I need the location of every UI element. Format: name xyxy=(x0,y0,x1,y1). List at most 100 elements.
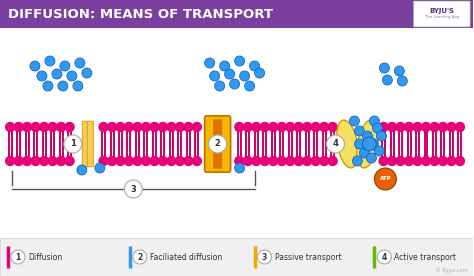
FancyBboxPatch shape xyxy=(413,1,470,27)
Circle shape xyxy=(446,122,456,132)
Circle shape xyxy=(243,156,253,166)
Text: Diffusion: Diffusion xyxy=(28,253,62,261)
FancyBboxPatch shape xyxy=(213,119,222,169)
Circle shape xyxy=(363,131,373,141)
Circle shape xyxy=(353,156,363,166)
Circle shape xyxy=(132,156,143,166)
Circle shape xyxy=(421,156,431,166)
Circle shape xyxy=(243,122,253,132)
Circle shape xyxy=(276,122,287,132)
Circle shape xyxy=(394,66,404,76)
Circle shape xyxy=(22,156,32,166)
Circle shape xyxy=(234,122,245,132)
Circle shape xyxy=(355,139,365,149)
Circle shape xyxy=(37,71,47,81)
Circle shape xyxy=(43,81,53,91)
Circle shape xyxy=(58,81,68,91)
Circle shape xyxy=(64,135,82,153)
Text: DIFFUSION: MEANS OF TRANSPORT: DIFFUSION: MEANS OF TRANSPORT xyxy=(8,7,273,20)
Text: 3: 3 xyxy=(262,253,267,261)
Circle shape xyxy=(379,63,389,73)
Circle shape xyxy=(235,163,245,173)
Text: 3: 3 xyxy=(130,184,136,193)
Circle shape xyxy=(229,79,240,89)
Circle shape xyxy=(149,156,160,166)
Circle shape xyxy=(183,122,193,132)
FancyBboxPatch shape xyxy=(87,121,93,167)
Circle shape xyxy=(124,180,142,198)
Circle shape xyxy=(115,156,126,166)
Circle shape xyxy=(47,122,58,132)
Circle shape xyxy=(235,56,245,66)
Circle shape xyxy=(412,122,423,132)
Text: 4: 4 xyxy=(333,139,338,148)
Circle shape xyxy=(387,156,397,166)
Circle shape xyxy=(293,122,304,132)
Circle shape xyxy=(141,122,151,132)
Circle shape xyxy=(132,122,143,132)
Circle shape xyxy=(363,137,376,151)
Circle shape xyxy=(56,122,66,132)
Circle shape xyxy=(438,156,448,166)
Text: Faciliated diffusion: Faciliated diffusion xyxy=(150,253,222,261)
Text: 2: 2 xyxy=(215,139,220,148)
Text: 1: 1 xyxy=(15,253,20,261)
Circle shape xyxy=(293,156,304,166)
Circle shape xyxy=(107,122,117,132)
Circle shape xyxy=(5,122,15,132)
Circle shape xyxy=(257,250,272,264)
Circle shape xyxy=(30,156,41,166)
Circle shape xyxy=(302,156,312,166)
FancyBboxPatch shape xyxy=(0,0,473,28)
Circle shape xyxy=(455,122,465,132)
Circle shape xyxy=(310,156,321,166)
Circle shape xyxy=(285,122,295,132)
Circle shape xyxy=(438,122,448,132)
Circle shape xyxy=(30,61,40,71)
Circle shape xyxy=(95,163,105,173)
Text: Active transport: Active transport xyxy=(394,253,456,261)
FancyBboxPatch shape xyxy=(82,121,88,167)
Circle shape xyxy=(359,148,369,158)
Circle shape xyxy=(13,122,24,132)
Circle shape xyxy=(234,156,245,166)
Circle shape xyxy=(191,122,202,132)
Circle shape xyxy=(73,81,83,91)
Circle shape xyxy=(60,61,70,71)
Ellipse shape xyxy=(337,120,358,168)
Circle shape xyxy=(45,56,55,66)
Circle shape xyxy=(251,122,262,132)
Circle shape xyxy=(22,122,32,132)
Circle shape xyxy=(374,168,396,190)
Circle shape xyxy=(166,122,177,132)
Circle shape xyxy=(183,156,193,166)
Circle shape xyxy=(429,122,440,132)
Circle shape xyxy=(98,156,109,166)
Circle shape xyxy=(30,122,41,132)
Circle shape xyxy=(124,122,134,132)
Circle shape xyxy=(302,122,312,132)
Circle shape xyxy=(377,250,392,264)
Circle shape xyxy=(319,122,329,132)
FancyBboxPatch shape xyxy=(205,116,231,172)
Circle shape xyxy=(412,156,423,166)
Circle shape xyxy=(260,156,270,166)
Circle shape xyxy=(175,122,185,132)
Circle shape xyxy=(64,122,75,132)
Circle shape xyxy=(166,156,177,166)
Circle shape xyxy=(268,156,278,166)
Circle shape xyxy=(404,156,414,166)
Circle shape xyxy=(56,156,66,166)
Circle shape xyxy=(52,69,62,79)
Circle shape xyxy=(149,122,160,132)
Circle shape xyxy=(355,126,365,136)
Circle shape xyxy=(455,156,465,166)
Text: Passive transport: Passive transport xyxy=(274,253,341,261)
Circle shape xyxy=(39,156,49,166)
Circle shape xyxy=(376,131,386,141)
Circle shape xyxy=(175,156,185,166)
Circle shape xyxy=(429,156,440,166)
Circle shape xyxy=(395,156,406,166)
Circle shape xyxy=(124,156,134,166)
Circle shape xyxy=(397,76,407,86)
